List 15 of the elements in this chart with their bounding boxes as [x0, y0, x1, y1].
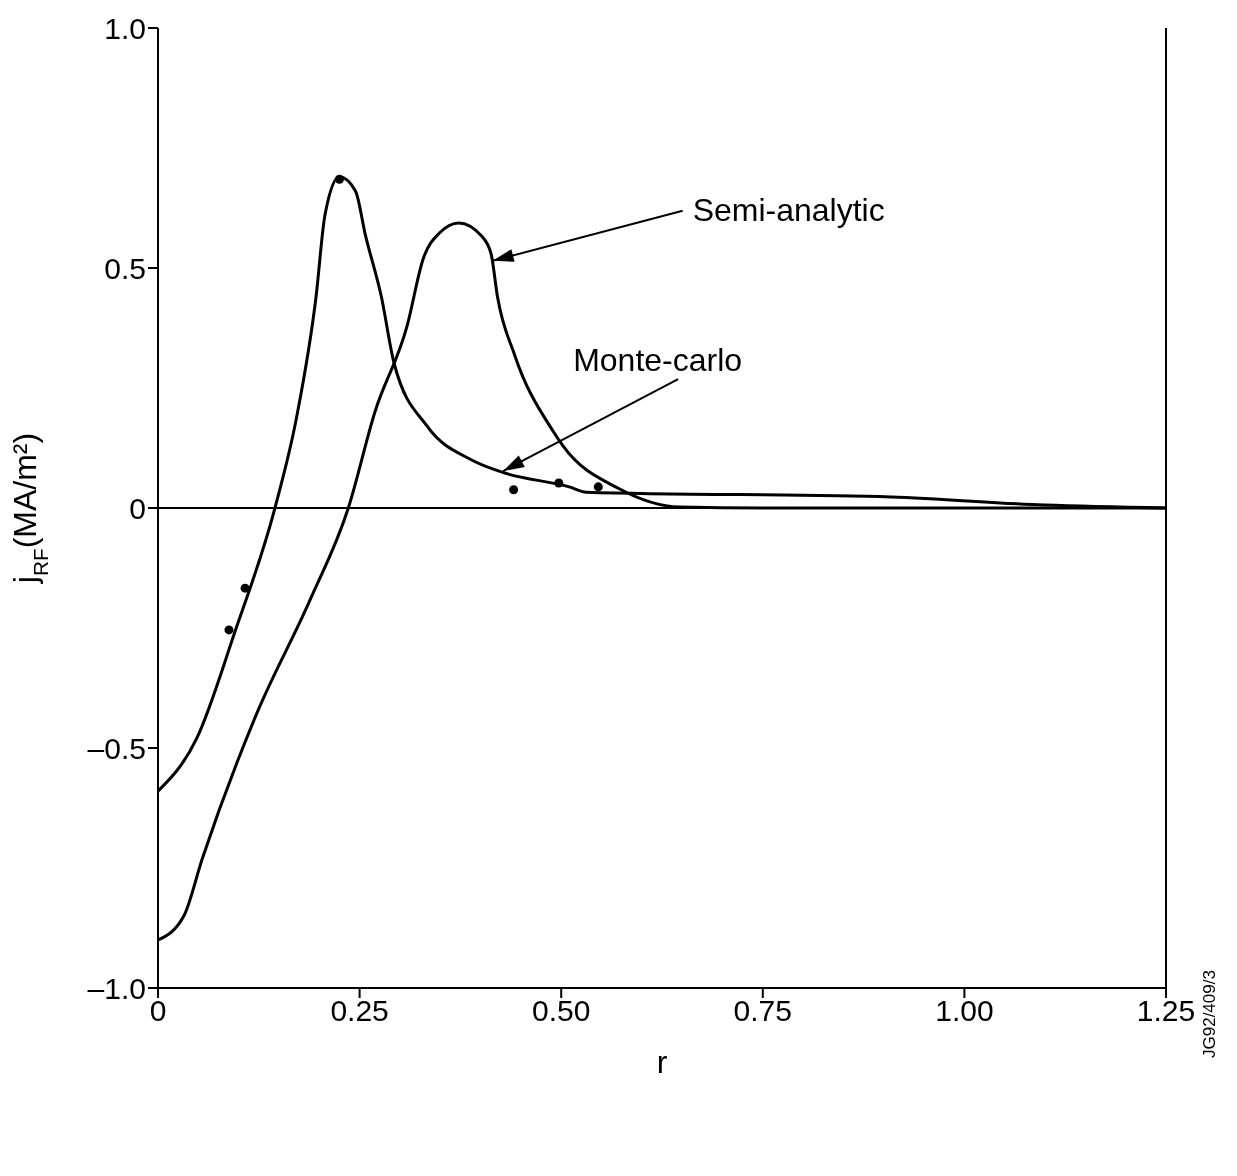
text: JG92/409/3 [1200, 970, 1220, 1058]
y-tick-label: –0.5 [87, 731, 146, 765]
x-axis-title: r [656, 1044, 668, 1080]
x-tick-label: 0.25 [330, 994, 389, 1028]
x-tick-label: 1.00 [935, 994, 994, 1028]
y-tick-label: 1.0 [104, 11, 146, 45]
annotation: Semi-analytic [692, 191, 885, 228]
x-tick-label: 1.25 [1136, 994, 1196, 1028]
y-tick-label: –1.0 [87, 971, 146, 1005]
x-tick-label: 0.75 [733, 994, 792, 1028]
x-tick-label: 0 [149, 994, 167, 1028]
y-tick-label: 0.5 [104, 251, 146, 285]
x-tick-label: 0.50 [532, 994, 591, 1028]
y-tick-label: 0 [129, 491, 146, 525]
annotation: Monte-carlo [573, 342, 743, 379]
